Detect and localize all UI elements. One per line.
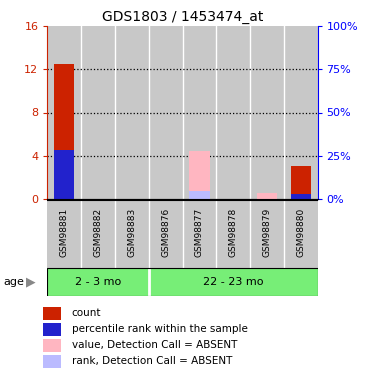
Text: age: age — [4, 277, 24, 287]
Text: ▶: ▶ — [26, 276, 36, 289]
Bar — [182, 26, 216, 199]
Bar — [43, 307, 61, 320]
Bar — [291, 166, 311, 199]
Bar — [257, 194, 277, 199]
Text: percentile rank within the sample: percentile rank within the sample — [72, 324, 248, 334]
Text: GSM98882: GSM98882 — [93, 208, 103, 257]
Text: GSM98883: GSM98883 — [127, 208, 137, 257]
Bar — [189, 151, 210, 199]
Text: GSM98880: GSM98880 — [296, 208, 305, 257]
Bar — [43, 339, 61, 352]
Bar — [284, 26, 318, 199]
Bar — [149, 268, 318, 296]
Bar — [189, 191, 210, 199]
Bar — [149, 26, 182, 199]
Text: GSM98877: GSM98877 — [195, 208, 204, 257]
Text: value, Detection Call = ABSENT: value, Detection Call = ABSENT — [72, 340, 237, 350]
Bar — [54, 64, 74, 199]
Text: 22 - 23 mo: 22 - 23 mo — [203, 277, 264, 287]
Bar — [43, 322, 61, 336]
Bar — [54, 150, 74, 199]
Text: count: count — [72, 308, 101, 318]
Bar — [291, 194, 311, 199]
Text: GSM98876: GSM98876 — [161, 208, 170, 257]
Text: rank, Detection Call = ABSENT: rank, Detection Call = ABSENT — [72, 356, 232, 366]
Text: GSM98879: GSM98879 — [262, 208, 272, 257]
Bar — [81, 26, 115, 199]
Bar — [47, 268, 149, 296]
Text: GSM98878: GSM98878 — [228, 208, 238, 257]
Bar — [250, 26, 284, 199]
Bar — [43, 355, 61, 368]
Text: 2 - 3 mo: 2 - 3 mo — [75, 277, 121, 287]
Bar — [216, 26, 250, 199]
Bar — [115, 26, 149, 199]
Title: GDS1803 / 1453474_at: GDS1803 / 1453474_at — [102, 10, 263, 24]
Bar — [47, 26, 81, 199]
Text: GSM98881: GSM98881 — [60, 208, 69, 257]
